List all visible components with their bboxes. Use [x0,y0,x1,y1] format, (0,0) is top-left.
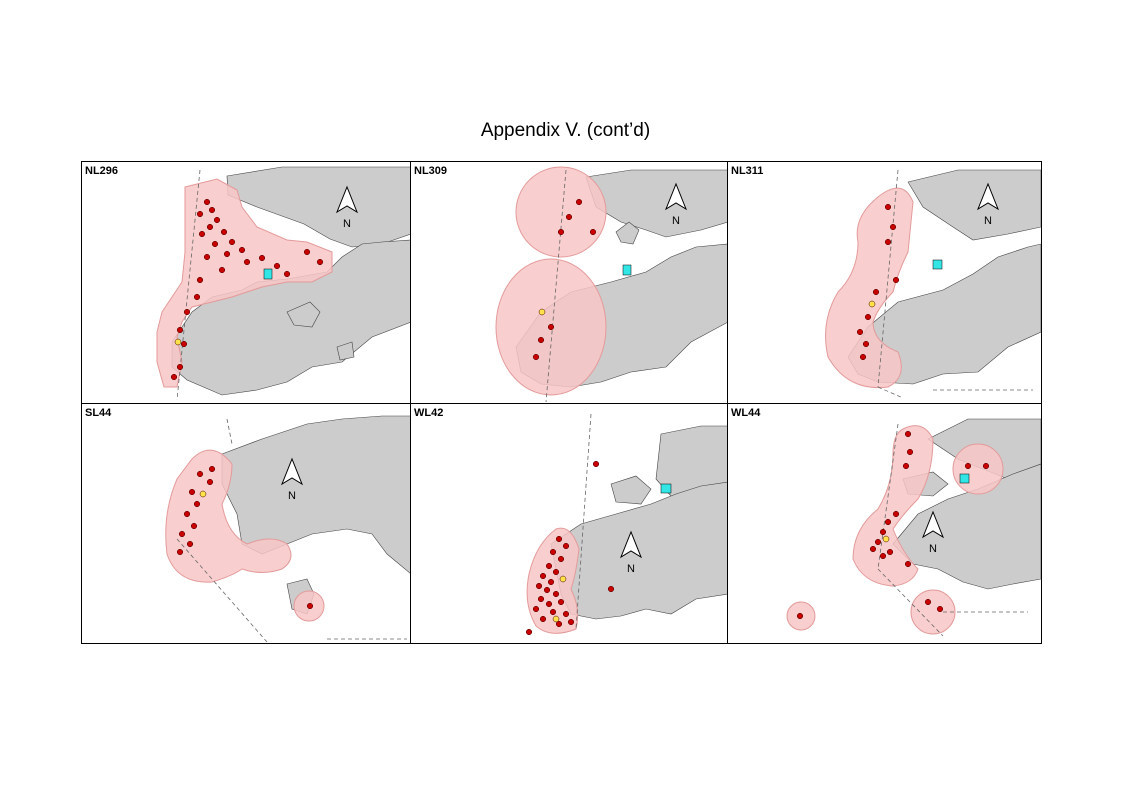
special-point [538,308,546,316]
panel-label: NL296 [85,165,119,177]
north-label: N [929,543,937,555]
special-point [868,300,876,308]
boundary-line [877,423,899,570]
north-arrow-icon [335,185,359,214]
boundary-line [575,413,592,630]
north-label: N [627,563,635,575]
sighting-points [170,198,324,381]
map-panel-nl309: NL309 N [411,162,728,404]
north-arrow: N [664,182,688,227]
map-panel-grid: NL296 N NL30 [81,161,1042,644]
north-arrow-icon [280,457,304,486]
panel-label: WL44 [731,407,761,419]
range-circle [515,166,607,258]
north-arrow-icon [921,510,945,539]
land-south [847,243,1041,385]
boundary-line [877,169,899,388]
boundary-line [226,418,233,445]
sighting-points [856,203,900,361]
range-polygon [156,178,333,388]
sighting-points [525,460,615,636]
range-polygon [852,425,934,587]
panel-label: NL309 [414,165,448,177]
panel-label: WL42 [414,407,444,419]
land-north [907,169,1041,241]
range-circle [910,589,956,635]
north-arrow: N [921,510,945,555]
map-panel-nl296: NL296 N [82,162,411,404]
map-panel-wl42: WL42 N [411,404,728,643]
map-wl42: N [525,413,727,636]
cyan-marker [932,259,943,270]
range-circle [952,443,1004,495]
north-label: N [984,215,992,227]
north-label: N [343,218,351,230]
special-point [559,575,567,583]
north-arrow: N [335,185,359,230]
map-panel-wl44: WL44 N [728,404,1041,643]
sighting-points [796,430,990,620]
island [615,221,640,245]
north-arrow: N [280,457,304,502]
north-label: N [672,215,680,227]
special-point [174,338,182,346]
boundary-line [877,568,944,637]
north-arrow: N [619,530,643,575]
map-panel-sl44: SL44 N [82,404,411,643]
north-arrow-icon [976,182,1000,211]
cyan-marker [622,264,632,276]
sighting-points [532,198,597,361]
range-polygon [165,449,292,583]
land-south [550,481,727,620]
land-south [892,463,1041,590]
boundary-line [176,538,268,643]
cyan-marker [263,268,273,280]
page-title: Appendix V. (cont’d) [480,120,651,141]
land-north [226,166,410,248]
map-nl311: N [825,169,1041,399]
map-wl44: N [786,418,1041,637]
north-arrow-icon [664,182,688,211]
island [286,301,321,328]
cyan-marker [959,473,970,484]
special-point [882,535,890,543]
island [610,475,652,505]
cyan-marker [660,483,672,494]
map-nl309: N [495,166,727,403]
panel-label: SL44 [85,407,112,419]
boundary-line [176,169,201,401]
panel-label: NL311 [731,165,764,177]
boundary-line [545,169,567,403]
north-arrow-icon [619,530,643,559]
boundary-line [877,386,904,399]
sighting-points [176,465,314,610]
island [336,341,355,361]
special-point [552,615,560,623]
land-north [585,169,727,238]
map-sl44: N [165,415,410,643]
north-arrow: N [976,182,1000,227]
map-panel-nl311: NL311 N [728,162,1041,404]
land-mainland [221,415,410,574]
north-label: N [288,490,296,502]
map-nl296: N [156,166,410,401]
special-point [199,490,207,498]
range-polygon [825,187,914,389]
